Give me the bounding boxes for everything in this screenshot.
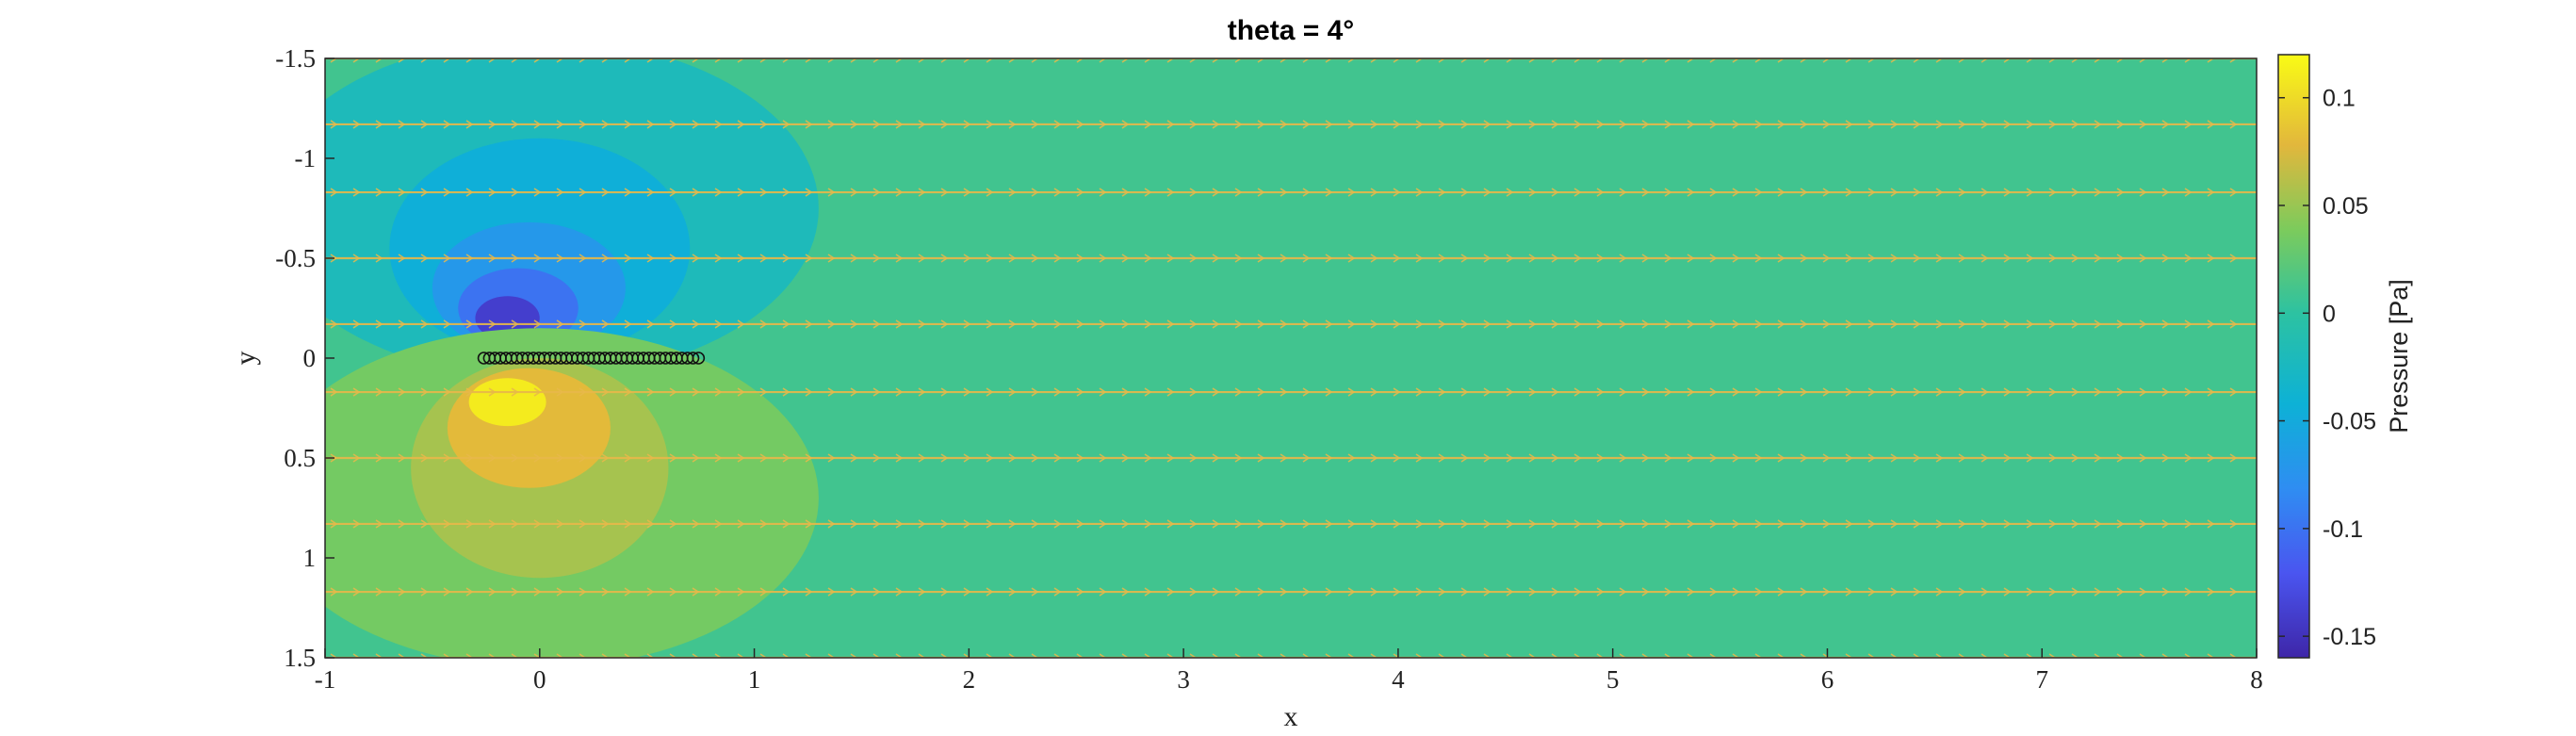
x-tick-label: 2 [963,665,976,694]
x-axis-label: x [1284,701,1298,732]
colorbar-label: Pressure [Pa] [2385,279,2413,433]
colorbar-tick-label: -0.1 [2323,516,2363,543]
y-tick-label: 1 [303,544,317,572]
colorbar-tick-label: 0.1 [2323,86,2356,112]
x-axis: -1 0 1 2 3 4 5 6 7 8 [315,648,2263,694]
x-tick-label: 1 [748,665,761,694]
x-tick-label: 0 [533,665,546,694]
streamline-arrows [330,188,2238,197]
streamline-arrows [330,453,2238,463]
y-axis: -1.5 -1 -0.5 0 0.5 1 1.5 [275,44,334,672]
streamline-arrows [330,319,2238,329]
x-tick-label: 3 [1177,665,1190,694]
x-tick-label: 6 [1821,665,1834,694]
plate-marker [692,352,706,365]
x-tick-label: 8 [2250,665,2263,694]
streamline-arrows [330,254,2238,263]
flat-plate [477,352,706,365]
colorbar: 0.1 0.05 0 -0.05 -0.1 -0.15 Pressure [Pa] [2277,54,2413,659]
streamline-arrows [330,519,2238,529]
plot-area [324,57,2258,659]
x-tick-label: 5 [1606,665,1620,694]
plate-marker [686,352,700,365]
x-tick-label: -1 [315,665,336,694]
colorbar-scale [2277,54,2310,659]
y-tick-label: -0.5 [275,244,316,272]
colorbar-ticks: 0.1 0.05 0 -0.05 -0.1 -0.15 [2278,86,2376,650]
streamline-arrows [330,587,2238,597]
y-tick-label: -1.5 [275,44,316,73]
streamline-arrows [330,120,2238,129]
streamline-arrows [330,387,2238,397]
chart-title: theta = 4° [1228,15,1355,46]
colorbar-tick-label: 0.05 [2323,193,2369,220]
colorbar-tick-label: 0 [2323,301,2336,327]
y-tick-label: 0 [303,344,317,372]
y-axis-label: y [230,352,261,366]
streamlines [325,58,2257,658]
x-tick-label: 7 [2035,665,2048,694]
y-tick-label: 1.5 [284,644,316,672]
y-tick-label: -1 [295,144,317,172]
colorbar-tick-label: -0.15 [2323,624,2376,650]
colorbar-tick-label: -0.05 [2323,409,2376,435]
pressure-region-pressure-peak [468,378,546,427]
x-tick-label: 4 [1392,665,1405,694]
y-tick-label: 0.5 [284,444,316,472]
